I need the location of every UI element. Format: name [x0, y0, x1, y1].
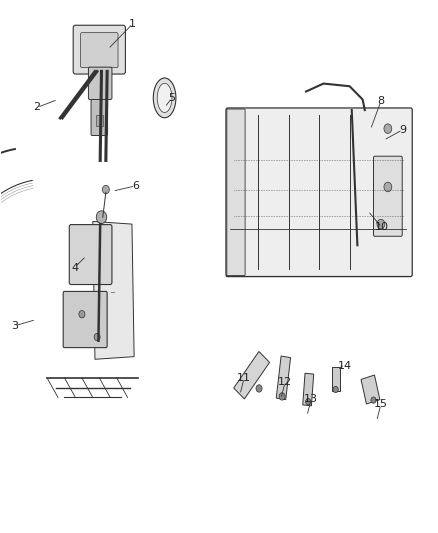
FancyBboxPatch shape [73, 25, 125, 74]
FancyBboxPatch shape [69, 224, 112, 285]
Text: 8: 8 [378, 96, 385, 106]
Polygon shape [332, 367, 339, 391]
Polygon shape [303, 373, 314, 406]
Text: ~: ~ [110, 290, 115, 296]
Circle shape [371, 397, 376, 403]
Text: 15: 15 [374, 399, 388, 409]
Text: 5: 5 [169, 93, 176, 103]
Circle shape [79, 311, 85, 318]
Polygon shape [234, 351, 269, 399]
FancyBboxPatch shape [88, 67, 112, 100]
Circle shape [279, 393, 285, 400]
Text: 1: 1 [129, 19, 136, 29]
Bar [96, 115, 103, 126]
Polygon shape [276, 356, 290, 400]
Text: 4: 4 [71, 263, 78, 272]
Circle shape [256, 385, 262, 392]
Text: 2: 2 [34, 102, 41, 112]
Text: 6: 6 [132, 181, 139, 191]
FancyBboxPatch shape [226, 108, 412, 277]
Polygon shape [93, 221, 134, 359]
Circle shape [94, 333, 100, 341]
Ellipse shape [157, 83, 172, 112]
FancyBboxPatch shape [81, 33, 118, 68]
Text: 12: 12 [278, 377, 292, 387]
Circle shape [384, 182, 392, 192]
Polygon shape [361, 375, 380, 404]
Text: 9: 9 [399, 125, 406, 135]
FancyBboxPatch shape [91, 100, 108, 135]
Circle shape [102, 185, 110, 194]
Circle shape [306, 399, 311, 405]
Text: 13: 13 [304, 394, 318, 404]
FancyBboxPatch shape [374, 156, 402, 236]
Circle shape [96, 211, 107, 223]
Circle shape [333, 386, 338, 393]
Text: 10: 10 [375, 222, 389, 232]
Circle shape [377, 219, 385, 229]
Text: 14: 14 [338, 361, 352, 371]
Text: 11: 11 [237, 373, 251, 383]
Text: 3: 3 [11, 321, 18, 331]
Ellipse shape [153, 78, 176, 118]
FancyBboxPatch shape [227, 109, 245, 276]
FancyBboxPatch shape [63, 292, 107, 348]
Circle shape [384, 124, 392, 133]
